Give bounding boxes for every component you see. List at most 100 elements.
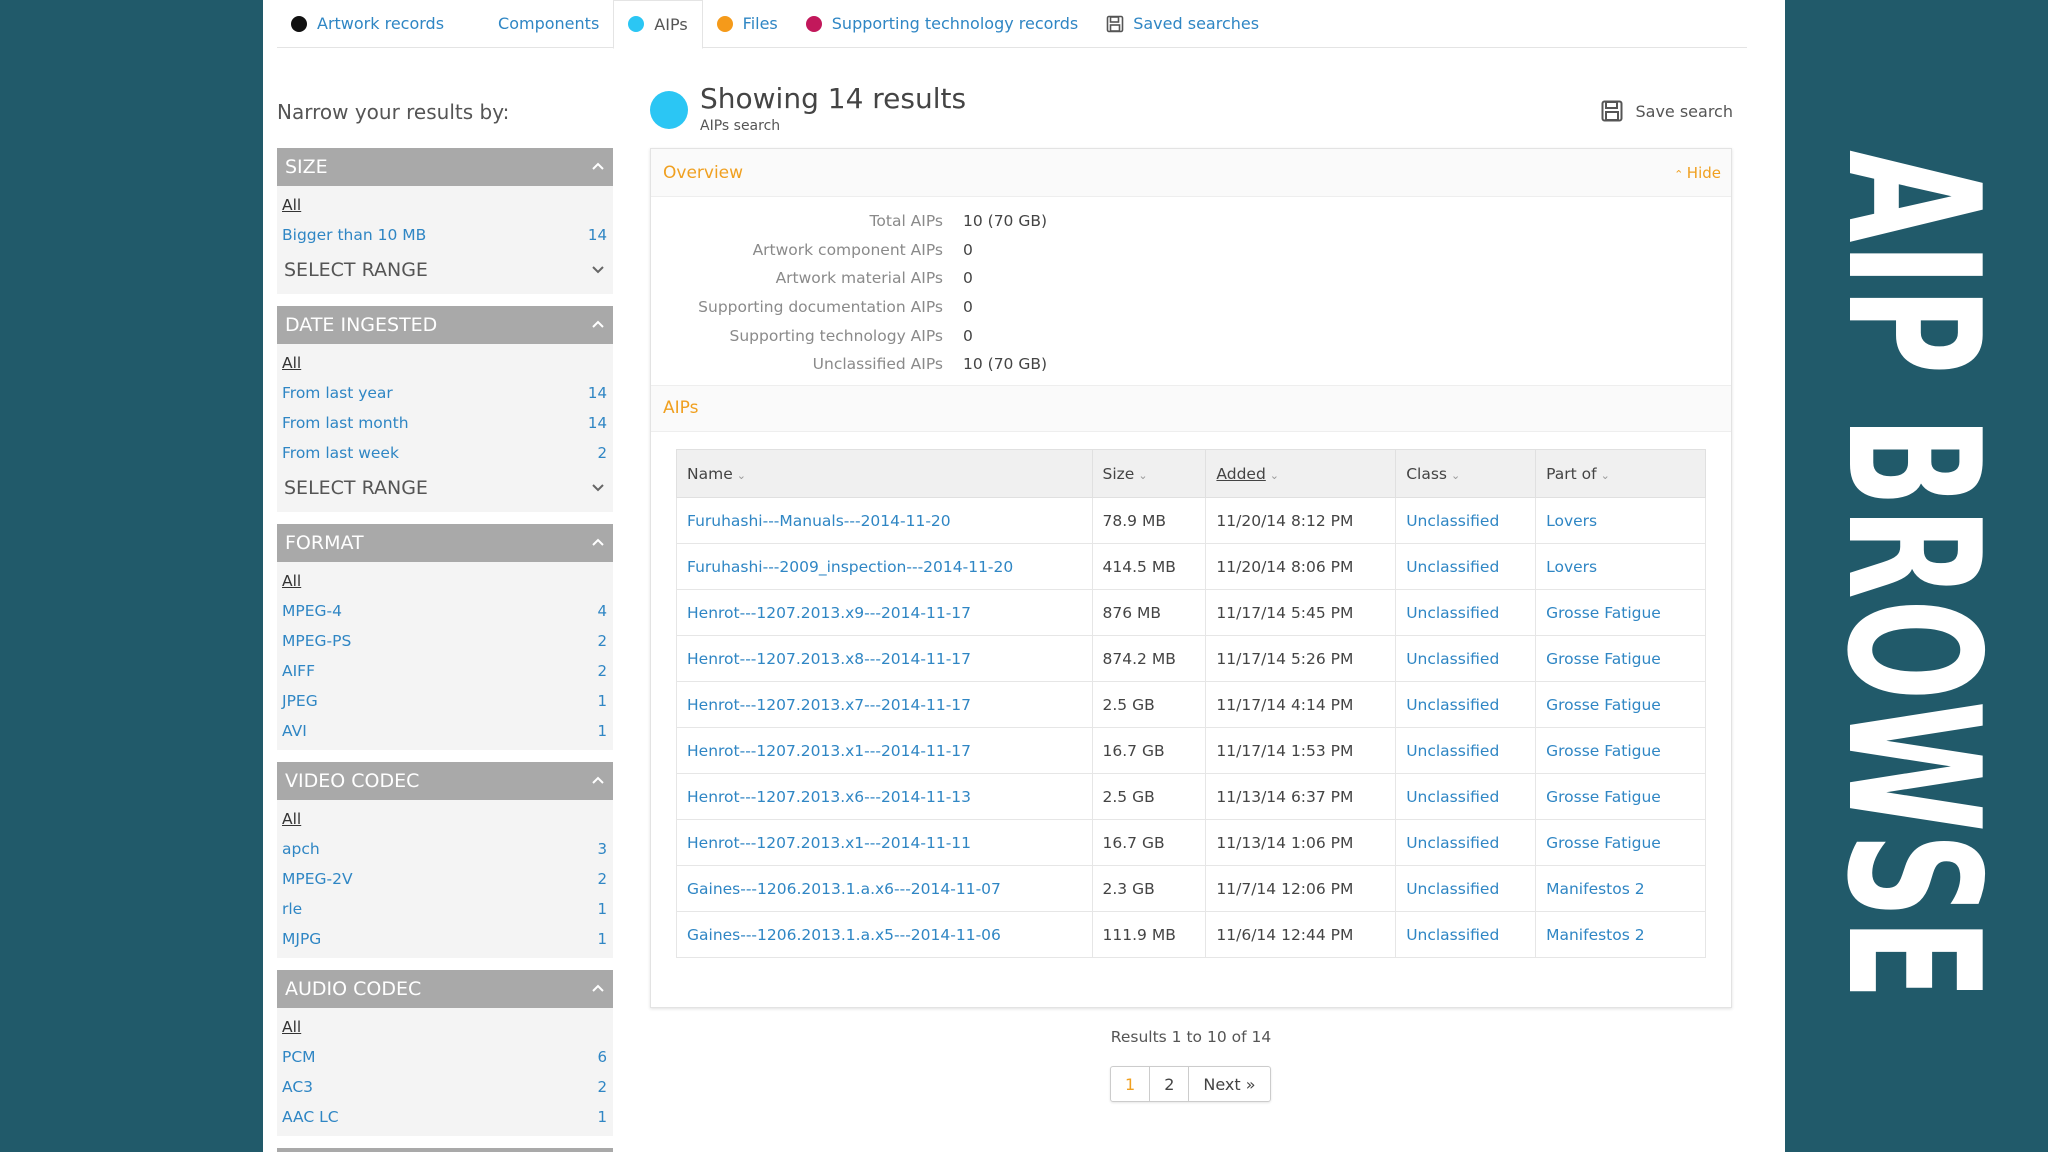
tab-files[interactable]: Files	[703, 0, 792, 48]
facet-option-label: AIFF	[282, 662, 316, 680]
facet-option[interactable]: All	[282, 190, 607, 220]
tab-label: AIPs	[654, 14, 688, 34]
aip-class-link[interactable]: Unclassified	[1395, 865, 1537, 912]
facet-option[interactable]: MPEG-2V 2	[282, 864, 607, 894]
aip-class-link[interactable]: Unclassified	[1395, 773, 1537, 820]
facet-header-size[interactable]: SIZE	[277, 148, 613, 186]
tab-aips[interactable]: AIPs	[613, 0, 703, 49]
aip-name-link[interactable]: Henrot---1207.2013.x1---2014-11-11	[676, 819, 1093, 866]
aip-added: 11/6/14 12:44 PM	[1205, 911, 1397, 958]
column-header-part-of[interactable]: Part of ⌄	[1535, 449, 1706, 498]
overview-value: 0	[963, 326, 973, 345]
facet-option[interactable]: MPEG-4 4	[282, 596, 607, 626]
facet-body-size: All Bigger than 10 MB 14 SELECT RANGE	[277, 186, 613, 294]
aip-class-link[interactable]: Unclassified	[1395, 543, 1537, 590]
column-header-name[interactable]: Name ⌄	[676, 449, 1093, 498]
aip-name-link[interactable]: Gaines---1206.2013.1.a.x6---2014-11-07	[676, 865, 1093, 912]
page-2-button[interactable]: 2	[1150, 1067, 1190, 1101]
aip-name-link[interactable]: Henrot---1207.2013.x8---2014-11-17	[676, 635, 1093, 682]
aip-part-of-link[interactable]: Grosse Fatigue	[1535, 589, 1706, 636]
select-range-toggle[interactable]: SELECT RANGE	[282, 250, 607, 290]
facet-option[interactable]: MJPG 1	[282, 924, 607, 954]
aip-class-link[interactable]: Unclassified	[1395, 727, 1537, 774]
column-header-size[interactable]: Size ⌄	[1091, 449, 1207, 498]
table-row: Henrot---1207.2013.x8---2014-11-17 874.2 …	[676, 635, 1706, 682]
tab-components[interactable]: Components	[458, 0, 613, 48]
facet-option[interactable]: All	[282, 1012, 607, 1042]
overview-value: 0	[963, 298, 973, 317]
facet-option[interactable]: From last week 2	[282, 438, 607, 468]
table-row: Furuhashi---Manuals---2014-11-20 78.9 MB 1…	[676, 497, 1706, 544]
facet-option[interactable]: rle 1	[282, 894, 607, 924]
facet-option[interactable]: MPEG-PS 2	[282, 626, 607, 656]
facet-option[interactable]: JPEG 1	[282, 686, 607, 716]
aip-size: 2.5 GB	[1091, 773, 1207, 820]
aip-class-link[interactable]: Unclassified	[1395, 589, 1537, 636]
tab-supporting-technology-records[interactable]: Supporting technology records	[792, 0, 1092, 48]
facet-option[interactable]: AIFF 2	[282, 656, 607, 686]
facet-header-date-ingested[interactable]: DATE INGESTED	[277, 306, 613, 344]
tab-artwork-records[interactable]: Artwork records	[277, 0, 458, 48]
tab-saved-searches[interactable]: Saved searches	[1092, 0, 1273, 48]
aip-part-of-link[interactable]: Grosse Fatigue	[1535, 773, 1706, 820]
aip-name-link[interactable]: Henrot---1207.2013.x9---2014-11-17	[676, 589, 1093, 636]
aip-name-link[interactable]: Henrot---1207.2013.x1---2014-11-17	[676, 727, 1093, 774]
facet-option[interactable]: apch 3	[282, 834, 607, 864]
aip-class-link[interactable]: Unclassified	[1395, 635, 1537, 682]
aip-part-of-link[interactable]: Grosse Fatigue	[1535, 727, 1706, 774]
facet-option[interactable]: Bigger than 10 MB 14	[282, 220, 607, 250]
facet-option[interactable]: AVI 1	[282, 716, 607, 746]
facet-body-format: All MPEG-4 4 MPEG-PS 2 AIFF 2 JPEG 1 AVI 1	[277, 562, 613, 750]
facet-option[interactable]: All	[282, 804, 607, 834]
facet-header-video-codec[interactable]: VIDEO CODEC	[277, 762, 613, 800]
facet-option-label: From last month	[282, 414, 409, 432]
facet-option[interactable]: All	[282, 566, 607, 596]
page-1-button[interactable]: 1	[1111, 1067, 1151, 1101]
overview-row: Unclassified AIPs 10 (70 GB)	[651, 350, 1731, 379]
facet-option[interactable]: All	[282, 348, 607, 378]
facet-option[interactable]: AC3 2	[282, 1072, 607, 1102]
tab-label: Supporting technology records	[831, 14, 1079, 33]
aip-size: 111.9 MB	[1091, 911, 1207, 958]
aip-part-of-link[interactable]: Grosse Fatigue	[1535, 819, 1706, 866]
overview-row: Artwork material AIPs 0	[651, 264, 1731, 293]
aip-name-link[interactable]: Furuhashi---2009_inspection---2014-11-20	[676, 543, 1093, 590]
aip-part-of-link[interactable]: Lovers	[1535, 497, 1706, 544]
facet-header-resolution[interactable]: RESOLUTION	[277, 1148, 613, 1152]
table-row: Henrot---1207.2013.x1---2014-11-11 16.7 G…	[676, 819, 1706, 866]
save-search-button[interactable]: Save search	[1601, 100, 1733, 122]
aip-size: 2.3 GB	[1091, 865, 1207, 912]
overview-value: 10 (70 GB)	[963, 355, 1048, 374]
aip-name-link[interactable]: Henrot---1207.2013.x6---2014-11-13	[676, 773, 1093, 820]
hide-overview-link[interactable]: ⌃ Hide	[1674, 164, 1721, 182]
aip-class-link[interactable]: Unclassified	[1395, 911, 1537, 958]
aip-class-link[interactable]: Unclassified	[1395, 497, 1537, 544]
overview-header: Overview ⌃ Hide	[651, 149, 1731, 197]
narrow-results-title: Narrow your results by:	[277, 100, 510, 124]
facet-header-audio-codec[interactable]: AUDIO CODEC	[277, 970, 613, 1008]
column-header-added[interactable]: Added ⌄	[1205, 449, 1397, 498]
aip-name-link[interactable]: Furuhashi---Manuals---2014-11-20	[676, 497, 1093, 544]
column-header-class[interactable]: Class ⌄	[1395, 449, 1537, 498]
facet-title: AUDIO CODEC	[285, 978, 422, 1000]
aip-part-of-link[interactable]: Grosse Fatigue	[1535, 681, 1706, 728]
aip-part-of-link[interactable]: Manifestos 2	[1535, 865, 1706, 912]
aip-part-of-link[interactable]: Grosse Fatigue	[1535, 635, 1706, 682]
aip-size: 874.2 MB	[1091, 635, 1207, 682]
facet-option[interactable]: From last year 14	[282, 378, 607, 408]
facet-option[interactable]: From last month 14	[282, 408, 607, 438]
aip-name-link[interactable]: Henrot---1207.2013.x7---2014-11-17	[676, 681, 1093, 728]
overview-key: Total AIPs	[869, 212, 943, 231]
table-row: Henrot---1207.2013.x7---2014-11-17 2.5 GB…	[676, 681, 1706, 728]
next-page-button[interactable]: Next »	[1203, 1074, 1256, 1094]
aip-class-link[interactable]: Unclassified	[1395, 819, 1537, 866]
facet-header-format[interactable]: FORMAT	[277, 524, 613, 562]
aip-size: 876 MB	[1091, 589, 1207, 636]
facet-option[interactable]: AAC LC 1	[282, 1102, 607, 1132]
aip-part-of-link[interactable]: Lovers	[1535, 543, 1706, 590]
aip-part-of-link[interactable]: Manifestos 2	[1535, 911, 1706, 958]
aip-class-link[interactable]: Unclassified	[1395, 681, 1537, 728]
facet-option[interactable]: PCM 6	[282, 1042, 607, 1072]
select-range-toggle[interactable]: SELECT RANGE	[282, 468, 607, 508]
aip-name-link[interactable]: Gaines---1206.2013.1.a.x5---2014-11-06	[676, 911, 1093, 958]
